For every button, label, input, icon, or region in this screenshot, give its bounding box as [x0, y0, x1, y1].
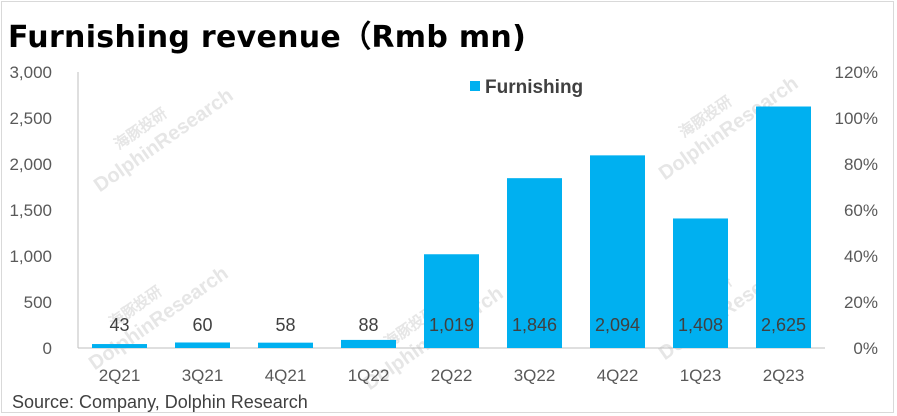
bar [258, 342, 313, 348]
data-label: 1,408 [678, 315, 723, 335]
bar [424, 254, 479, 348]
y-tick-label: 2,000 [9, 155, 52, 174]
y2-tick-label: 100% [835, 109, 878, 128]
data-label: 88 [358, 315, 378, 335]
y-tick-label: 1,500 [9, 201, 52, 220]
data-label: 60 [192, 315, 212, 335]
y-tick-label: 1,000 [9, 247, 52, 266]
y2-tick-label: 40% [844, 247, 878, 266]
data-label: 43 [109, 315, 129, 335]
bar [507, 178, 562, 348]
y-tick-label: 0 [43, 339, 52, 358]
data-label: 1,019 [429, 315, 474, 335]
x-tick-label: 2Q21 [99, 366, 141, 385]
x-tick-label: 3Q22 [514, 366, 556, 385]
bar [92, 344, 147, 348]
x-tick-label: 3Q21 [182, 366, 224, 385]
y2-tick-label: 120% [835, 63, 878, 82]
source-note: Source: Company, Dolphin Research [12, 392, 308, 412]
chart-title: Furnishing revenue（Rmb mn) [8, 20, 527, 55]
data-label: 2,094 [595, 315, 640, 335]
y2-tick-label: 20% [844, 293, 878, 312]
x-tick-label: 4Q21 [265, 366, 307, 385]
x-tick-label: 1Q22 [348, 366, 390, 385]
x-tick-label: 2Q22 [431, 366, 473, 385]
y2-tick-label: 0% [853, 339, 878, 358]
bar [175, 342, 230, 348]
legend-swatch [470, 81, 480, 91]
bar [590, 155, 645, 348]
bar [673, 218, 728, 348]
bar [341, 339, 396, 348]
data-label: 1,846 [512, 315, 557, 335]
y2-tick-label: 80% [844, 155, 878, 174]
x-tick-label: 4Q22 [597, 366, 639, 385]
y-tick-label: 3,000 [9, 63, 52, 82]
bar [756, 106, 811, 348]
data-label: 58 [275, 315, 295, 335]
x-tick-label: 2Q23 [763, 366, 805, 385]
legend-label: Furnishing [485, 77, 583, 98]
y-tick-label: 500 [24, 293, 52, 312]
y-tick-label: 2,500 [9, 109, 52, 128]
x-tick-label: 1Q23 [680, 366, 722, 385]
data-label: 2,625 [761, 315, 806, 335]
y2-tick-label: 60% [844, 201, 878, 220]
